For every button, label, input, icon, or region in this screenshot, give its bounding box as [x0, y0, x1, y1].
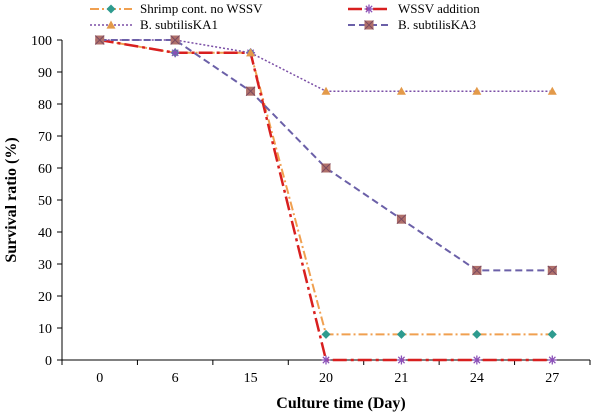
series-3-point — [94, 35, 105, 45]
x-tick-label: 21 — [394, 371, 408, 386]
legend-marker — [364, 4, 374, 14]
series-1-point — [170, 48, 180, 58]
series-0-point — [472, 329, 482, 339]
y-tick-label: 20 — [38, 290, 52, 305]
y-axis-title: Survival ratio (%) — [3, 137, 20, 262]
series-2-point — [396, 86, 406, 95]
series-1-point — [396, 355, 406, 365]
y-tick-label: 10 — [38, 322, 52, 337]
series-3-point — [321, 163, 331, 173]
x-tick-label: 27 — [545, 371, 559, 386]
y-tick-label: 60 — [38, 162, 52, 177]
axes — [57, 39, 591, 365]
legend-item-2: B. subtilisKA1 — [90, 17, 218, 32]
y-tick-label: 80 — [38, 98, 52, 113]
x-tick-label: 6 — [172, 371, 179, 386]
series-2-point — [547, 86, 557, 95]
series-2-point — [246, 48, 256, 57]
legend-marker — [364, 20, 374, 30]
y-tick-labels: 0 10 20 30 40 50 60 70 80 90 100 — [31, 34, 52, 369]
legend-item-0: Shrimp cont. no WSSV — [90, 1, 263, 16]
series-3-point — [396, 214, 407, 225]
y-tick-label: 100 — [31, 34, 52, 49]
y-tick-label: 70 — [38, 130, 52, 145]
x-tick-label: 0 — [96, 371, 103, 386]
y-tick-label: 40 — [38, 226, 52, 241]
series-3-point — [547, 265, 558, 276]
y-tick-label: 30 — [38, 258, 52, 273]
series-0-point — [321, 329, 331, 339]
x-tick-labels: 0 6 15 20 21 24 27 — [96, 371, 559, 386]
y-tick-label: 90 — [38, 66, 52, 81]
y-tick-label: 0 — [45, 354, 52, 369]
x-tick-label: 20 — [319, 371, 333, 386]
series-1-point — [321, 355, 331, 365]
series-3-point — [245, 86, 256, 97]
x-axis-title: Culture time (Day) — [276, 395, 405, 412]
series-line-0 — [99, 39, 553, 336]
legend-marker — [106, 20, 116, 29]
series-0-point — [396, 329, 406, 339]
x-tick-label: 24 — [470, 371, 484, 386]
series-line-3 — [99, 39, 553, 272]
legend-label: Shrimp cont. no WSSV — [140, 1, 263, 16]
legend-item-1: WSSV addition — [348, 1, 480, 16]
series-line-2 — [99, 39, 553, 92]
series-2-point — [472, 86, 482, 95]
y-tick-label: 50 — [38, 194, 52, 209]
legend-label: WSSV addition — [398, 1, 480, 16]
x-tick-label: 15 — [244, 371, 258, 386]
series-3-point — [170, 35, 180, 45]
series-0-point — [547, 329, 557, 339]
series-3-point — [472, 265, 482, 276]
legend-marker — [106, 4, 116, 14]
legend-label: B. subtilisKA3 — [398, 17, 476, 32]
series-1-point — [472, 355, 482, 365]
legend-item-3: B. subtilisKA3 — [348, 17, 476, 32]
series-markers — [94, 35, 558, 365]
series-2-point — [321, 86, 331, 95]
series-1-point — [547, 355, 557, 365]
legend-label: B. subtilisKA1 — [140, 17, 218, 32]
